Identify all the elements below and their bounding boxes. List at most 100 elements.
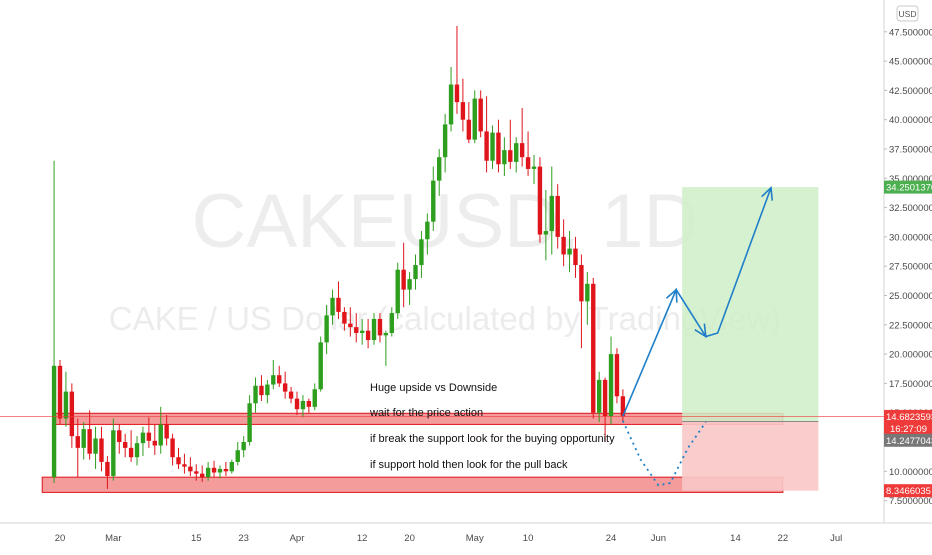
candle (176, 447, 181, 469)
candle (395, 262, 400, 319)
candle-body (170, 438, 175, 458)
time-tick-label: 20 (404, 533, 415, 544)
candle (63, 371, 69, 427)
price-tick-label: 37.5000000 (889, 145, 932, 156)
candle-body (235, 450, 240, 462)
candle (336, 281, 341, 319)
candle-body (51, 365, 57, 478)
candle-body (490, 132, 495, 161)
candle-body (591, 283, 596, 413)
candle-body (217, 468, 223, 473)
candle-body (111, 430, 116, 476)
annotation-wait: wait for the price action (369, 407, 483, 419)
candle-body (431, 180, 436, 222)
candle-body (300, 400, 306, 410)
long-position-tool[interactable] (682, 187, 819, 491)
candle-body (371, 318, 377, 341)
last-price-label: 14.6823593 (886, 412, 932, 423)
candle-body (336, 297, 341, 312)
candle-body (407, 279, 412, 290)
candle-body (478, 98, 483, 132)
candle (567, 231, 572, 273)
last-price-label-bg (884, 409, 932, 436)
candle (502, 137, 507, 176)
candle (294, 391, 300, 416)
candle (555, 184, 560, 249)
candle (478, 90, 483, 138)
time-tick-label: Mar (105, 533, 121, 544)
candle (211, 460, 217, 478)
candle (253, 377, 258, 413)
candle-body (247, 403, 252, 442)
candle (194, 464, 199, 481)
candle-body (164, 424, 169, 439)
candle (271, 359, 276, 390)
candle-body (288, 391, 294, 399)
candle (466, 102, 472, 144)
candle (259, 375, 264, 401)
candle-body (596, 379, 602, 413)
candle-body (531, 166, 537, 169)
candle (425, 213, 430, 255)
price-tick-label: 32.5000000 (889, 203, 932, 214)
price-tick-label: 47.5000000 (889, 27, 932, 38)
candle-body (69, 391, 75, 437)
time-tick-label: 24 (606, 533, 617, 544)
candle (519, 107, 525, 167)
candle-body (354, 327, 359, 334)
candle (537, 157, 543, 243)
candle-body (146, 432, 152, 441)
time-tick-label: 14 (730, 533, 741, 544)
candle (460, 78, 466, 132)
currency-button[interactable]: USD (896, 5, 919, 22)
price-tick-label: 40.0000000 (889, 115, 932, 126)
candle-body (608, 354, 614, 417)
candle-body (437, 157, 442, 181)
candle (348, 307, 353, 337)
candle (241, 436, 246, 458)
candle-body (419, 239, 424, 266)
candle-body (389, 313, 394, 334)
candle-body (122, 442, 128, 448)
candle (69, 383, 75, 448)
time-tick-label: 23 (238, 533, 249, 544)
candle (472, 90, 477, 144)
candle-body (508, 150, 513, 162)
candle-body (502, 150, 507, 165)
candle (288, 386, 294, 404)
price-tick-label: 22.5000000 (889, 320, 932, 331)
candle-body (306, 400, 312, 407)
candle-body (128, 447, 134, 458)
candle-body (241, 442, 246, 451)
candle-body (543, 231, 549, 235)
candle-body (342, 311, 347, 324)
candle (561, 219, 566, 267)
candle-body (63, 391, 69, 419)
price-tick-label: 30.0000000 (889, 232, 932, 243)
candle (99, 426, 104, 472)
price-tick-label: 35.0000000 (889, 174, 932, 185)
candle (543, 190, 549, 261)
candle-body (359, 330, 365, 334)
candle (407, 272, 412, 305)
candle (383, 330, 389, 366)
time-tick-label: 10 (523, 533, 534, 544)
candle-body (200, 473, 205, 478)
countdown-label: 16:27:09 (890, 424, 927, 435)
candle (205, 461, 211, 481)
candle-body (188, 466, 193, 472)
time-axis[interactable]: 20 Mar 15 23 Apr 12 20 May 10 24 Jun 14 22 Jul (55, 533, 843, 544)
candle-body (525, 157, 531, 169)
candle-body (579, 265, 584, 302)
candle (200, 465, 205, 482)
candle (389, 307, 394, 337)
zones-layer (41, 412, 784, 493)
candle (87, 410, 92, 460)
price-tick-label: 27.5000000 (889, 262, 932, 273)
time-tick-label: Jun (651, 533, 666, 544)
candle (111, 418, 116, 481)
candle-body (229, 461, 235, 472)
candle (525, 131, 531, 176)
candle-body (57, 365, 63, 419)
